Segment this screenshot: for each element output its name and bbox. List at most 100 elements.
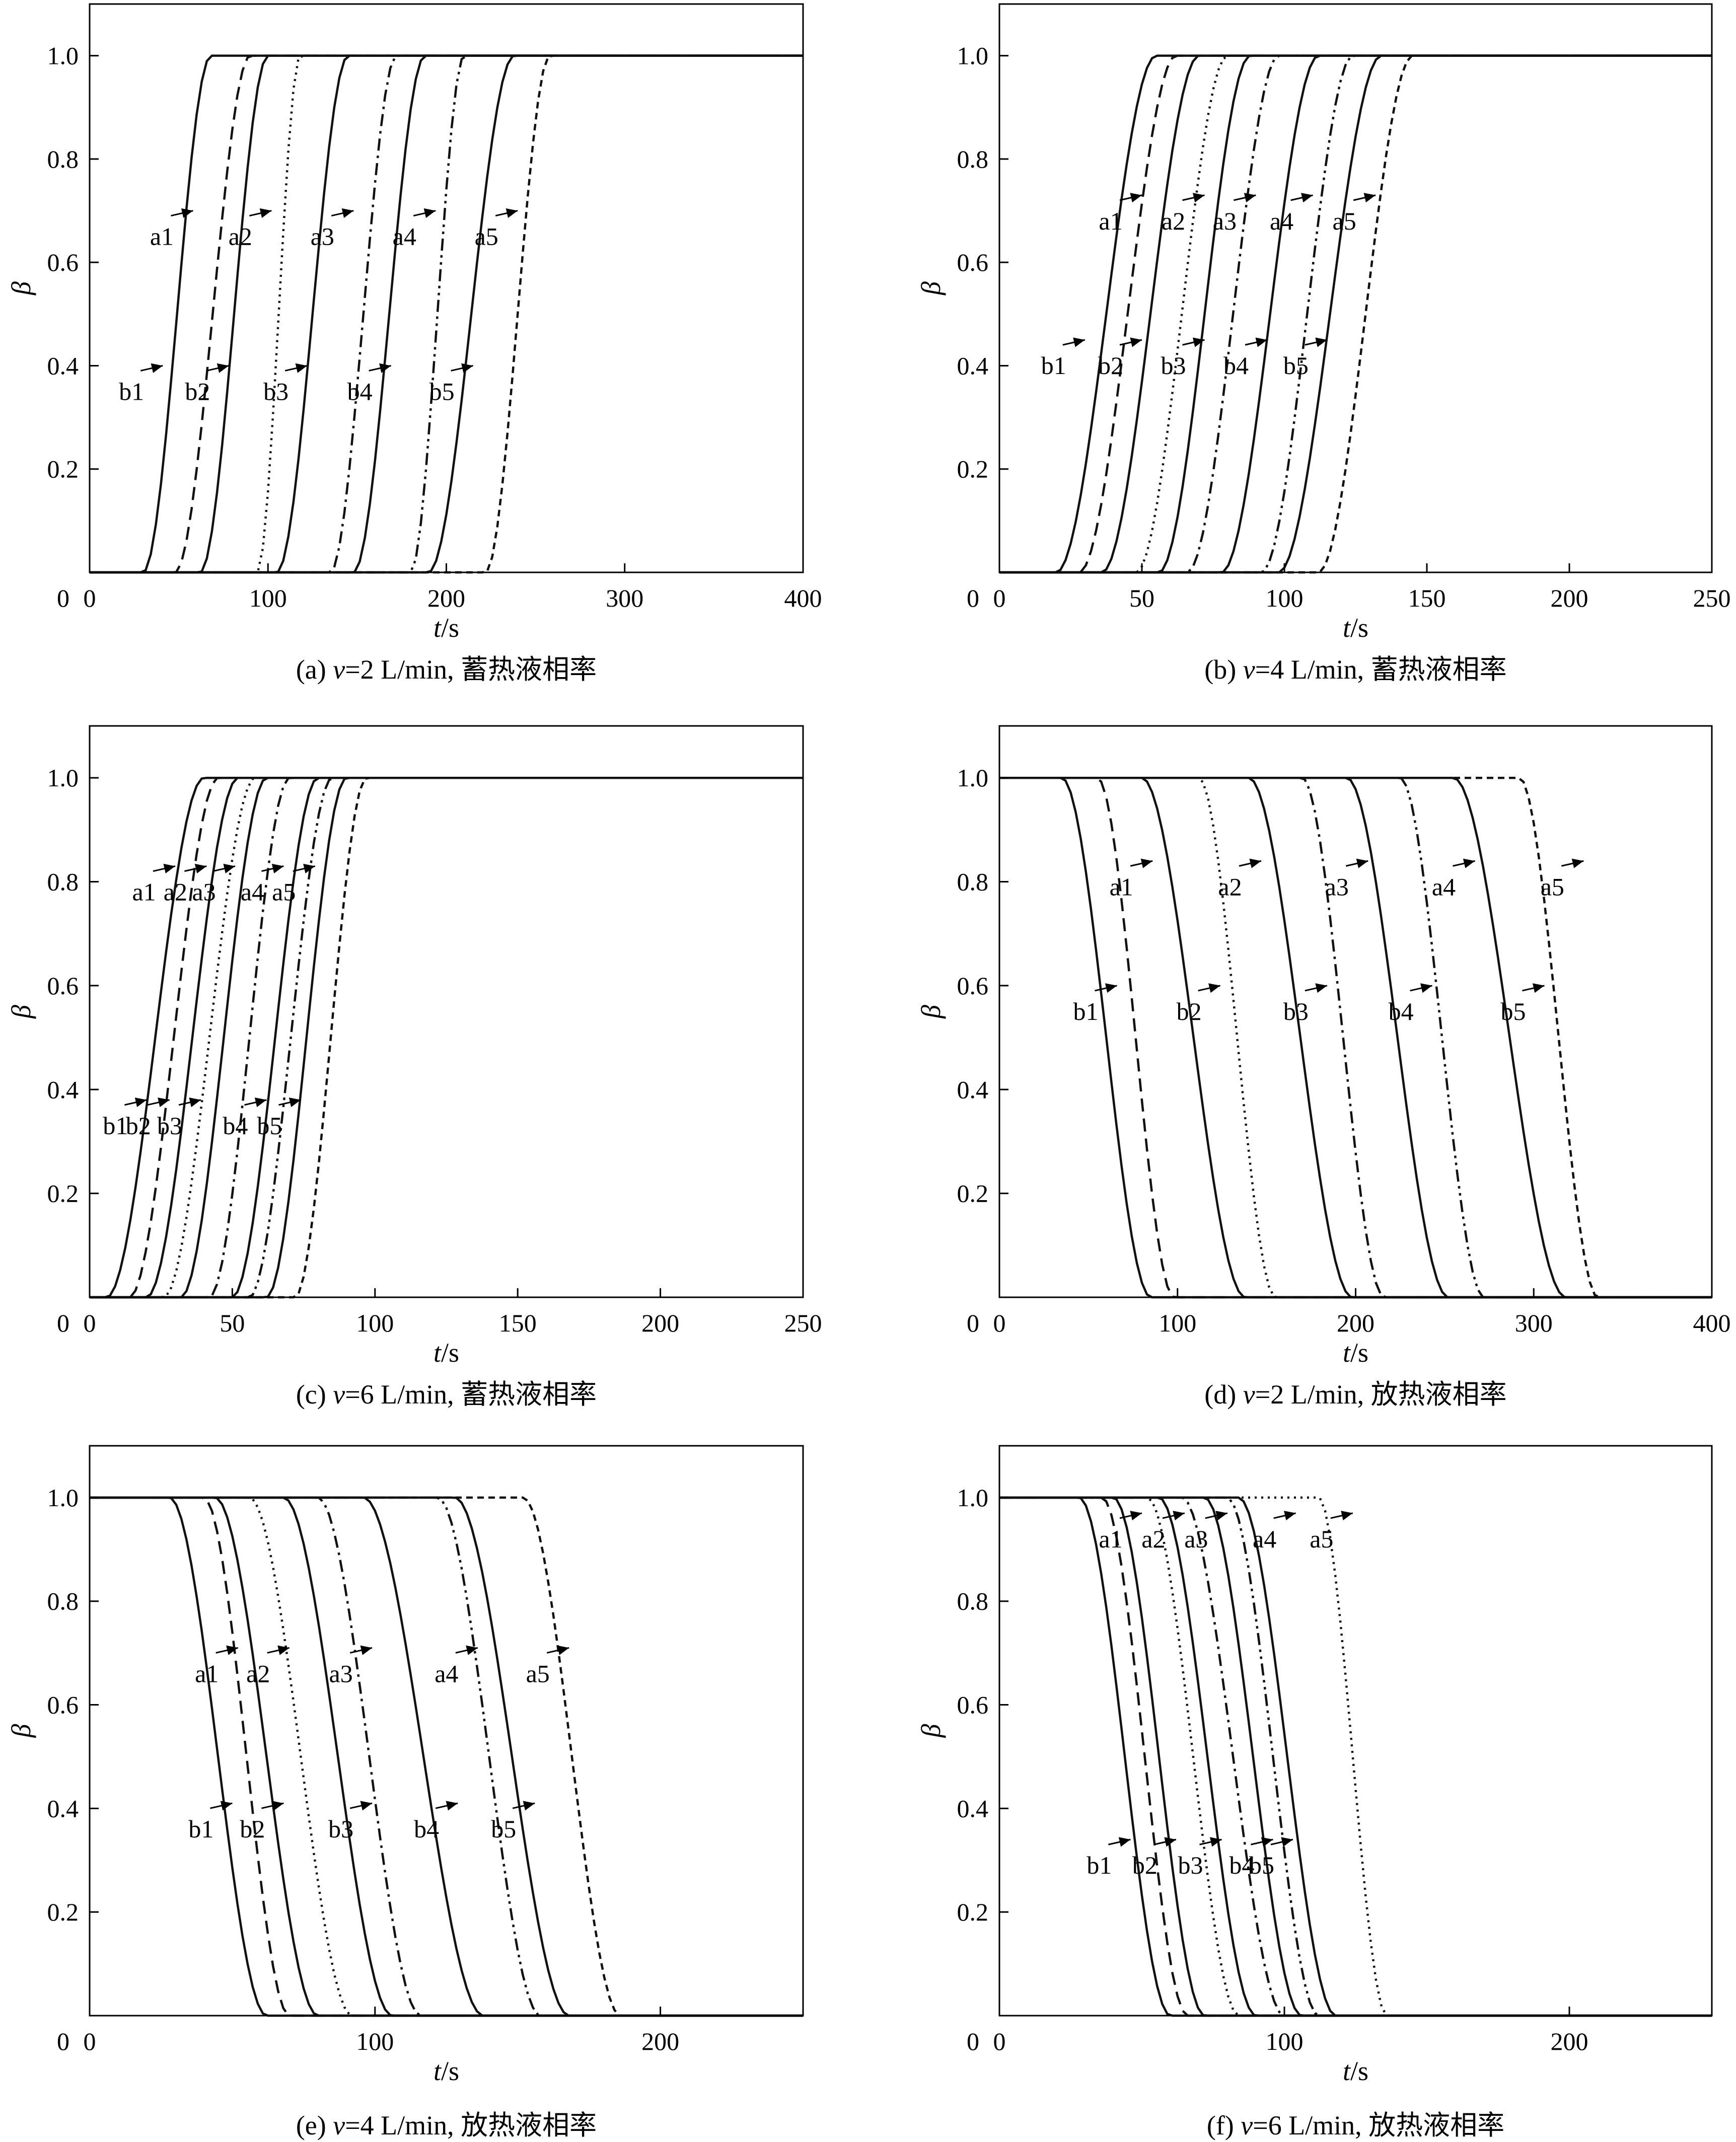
y-tick-label: 0.4	[47, 1075, 79, 1103]
annotation-label-b4: b4	[1389, 997, 1414, 1025]
annotation-label-a4: a4	[241, 878, 264, 906]
annotation-label-a4: a4	[1432, 872, 1456, 901]
annotation-label-a2: a2	[1218, 872, 1242, 901]
series-line-a5	[90, 776, 803, 1299]
annotation-label-b1: b1	[103, 1112, 128, 1140]
x-axis-label: t/s	[1343, 2056, 1368, 2086]
plot-frame	[998, 1445, 1713, 2017]
annotation-label-b3: b3	[157, 1112, 182, 1140]
y-tick-label: 1.0	[957, 1484, 989, 1512]
annotation-label-a4: a4	[435, 1659, 458, 1687]
chart-caption: (a) v=2 L/min, 蓄热液相率	[296, 654, 597, 685]
annotation-label-a5: a5	[1333, 207, 1356, 235]
annotation-arrowhead	[446, 1801, 458, 1811]
x-tick-label: 150	[1408, 584, 1446, 612]
annotation-label-a5: a5	[526, 1659, 550, 1687]
chart-panel-b: 0 50 100 150 200 250 0.2 0.4 0.6 0.8 1.0 0 β t/s a1 a2 a…	[916, 3, 1731, 685]
annotation-label-a3: a3	[311, 223, 334, 251]
annotation-arrowhead	[1208, 983, 1220, 993]
x-axis-label: t/s	[433, 1338, 459, 1368]
origin-label: 0	[57, 2027, 69, 2055]
annotation-label-b3: b3	[328, 1815, 353, 1843]
annotation-arrowhead	[1261, 1837, 1273, 1847]
series-line-b1	[999, 1496, 1712, 2017]
chart-panel-e: 0 100 200 0.2 0.4 0.6 0.8 1.0 0 β t/s a1 a2 a3 a4 a5 b1 b…	[6, 1445, 804, 2140]
annotation-arrowhead	[1118, 1837, 1131, 1847]
x-tick-label: 100	[1266, 584, 1304, 612]
series-line-b4	[90, 54, 803, 574]
y-tick-label: 0.2	[957, 455, 989, 483]
y-tick-label: 0.6	[47, 248, 79, 276]
y-tick-label: 0.6	[957, 1691, 989, 1719]
annotation-label-a1: a1	[1099, 207, 1122, 235]
plot-frame	[89, 1445, 804, 2017]
x-tick-label: 0	[84, 2027, 96, 2055]
series-line-b3	[999, 1496, 1712, 2017]
y-tick-label: 0.2	[957, 1898, 989, 1926]
annotation-label-a2: a2	[1162, 207, 1185, 235]
x-tick-label: 0	[993, 584, 1006, 612]
series-line-b1	[90, 1496, 803, 2017]
y-tick-label: 1.0	[47, 1484, 79, 1512]
annotation-label-a5: a5	[1310, 1525, 1333, 1553]
chart-caption: (f) v=6 L/min, 放热液相率	[1207, 2110, 1504, 2140]
annotation-arrowhead	[223, 863, 236, 873]
y-tick-label: 1.0	[957, 42, 989, 70]
annotation-arrowhead	[1363, 193, 1376, 203]
series-line-b2	[90, 1496, 803, 2017]
series-line-b1	[999, 776, 1712, 1299]
annotation-arrowhead	[505, 208, 518, 218]
annotation-label-b4: b4	[223, 1112, 248, 1140]
annotation-arrowhead	[1164, 1837, 1176, 1847]
y-axis-label: β	[6, 1724, 36, 1738]
series-line-a3	[90, 54, 803, 574]
annotation-label-b5: b5	[1500, 997, 1526, 1025]
series-line-a1	[90, 1496, 803, 2017]
annotation-arrowhead	[158, 1097, 170, 1107]
x-tick-label: 100	[356, 2027, 394, 2055]
y-tick-label: 0.4	[957, 351, 989, 380]
x-tick-label: 200	[1337, 1309, 1375, 1337]
y-tick-label: 0.4	[957, 1794, 989, 1822]
y-tick-label: 0.2	[47, 1898, 79, 1926]
annotation-arrowhead	[1192, 193, 1205, 203]
x-tick-label: 400	[784, 584, 822, 612]
series-line-b2	[90, 54, 803, 574]
series-line-b4	[999, 1496, 1712, 2017]
annotation-label-b3: b3	[263, 377, 288, 405]
x-tick-label: 100	[1159, 1309, 1196, 1337]
annotation-arrowhead	[360, 1801, 373, 1811]
annotation-label-a2: a2	[246, 1659, 270, 1687]
annotation-arrowhead	[360, 1645, 373, 1655]
y-tick-label: 0.6	[957, 972, 989, 1000]
x-tick-label: 300	[1515, 1309, 1553, 1337]
annotation-arrowhead	[523, 1801, 535, 1811]
y-tick-label: 1.0	[957, 764, 989, 792]
annotation-arrowhead	[163, 863, 176, 873]
y-tick-label: 0.8	[47, 145, 79, 173]
annotation-arrowhead	[341, 208, 354, 218]
annotation-label-a5: a5	[1541, 872, 1564, 901]
annotation-label-b1: b1	[1041, 351, 1066, 380]
annotation-arrowhead	[216, 363, 229, 373]
series-line-b1	[90, 54, 803, 574]
chart-caption: (d) v=2 L/min, 放热液相率	[1204, 1379, 1506, 1410]
chart-panel-f: 0 100 200 0.2 0.4 0.6 0.8 1.0 0 β t/s a1 a2 a3 a4 a5 b1 b…	[916, 1445, 1713, 2140]
annotation-arrowhead	[271, 863, 284, 873]
annotation-label-b3: b3	[1283, 997, 1309, 1025]
annotation-label-b4: b4	[1223, 351, 1249, 380]
y-tick-label: 0.8	[957, 145, 989, 173]
annotation-label-a1: a1	[150, 223, 174, 251]
annotation-label-b5: b5	[491, 1815, 516, 1843]
annotation-label-a4: a4	[1253, 1525, 1276, 1553]
annotation-label-a2: a2	[164, 878, 187, 906]
series-line-a5	[999, 1496, 1712, 2017]
annotation-label-b2: b2	[1098, 351, 1123, 380]
origin-label: 0	[967, 584, 979, 612]
series-line-a2	[999, 1496, 1712, 2017]
series-line-a5	[999, 54, 1712, 574]
series-line-a5	[90, 1496, 803, 2017]
series-line-b3	[90, 1496, 803, 2017]
annotation-arrowhead	[1130, 337, 1142, 347]
annotation-arrowhead	[1173, 1511, 1185, 1521]
